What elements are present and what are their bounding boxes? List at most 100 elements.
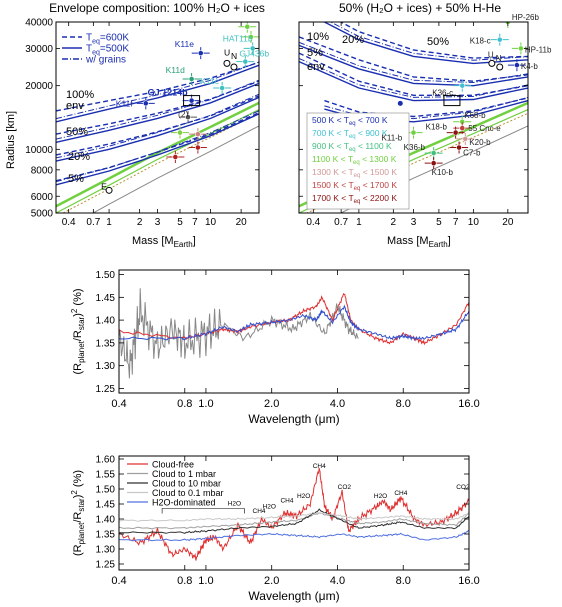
env-curve-dashed-20 bbox=[299, 36, 528, 82]
x-tick-label: 2 bbox=[137, 217, 143, 228]
y-tick-label: 1.35 bbox=[96, 530, 116, 541]
planet-label: K36-b bbox=[404, 143, 426, 152]
spectrum-line-4 bbox=[119, 530, 469, 542]
band-annotation: CO2 bbox=[338, 484, 352, 491]
y-tick-label: 1.55 bbox=[96, 470, 116, 481]
x-tick-label: 0.7 bbox=[86, 217, 100, 228]
x-tick-label: 5 bbox=[436, 217, 442, 228]
env-label: 20% bbox=[68, 151, 90, 163]
planet-marker bbox=[397, 100, 403, 106]
legend-label: H2O-dominated bbox=[152, 498, 216, 508]
planet-label: K18-b bbox=[426, 123, 448, 132]
planet-marker bbox=[430, 160, 437, 167]
y-tick-label: 6000 bbox=[31, 192, 54, 203]
band-annotation: CO2 bbox=[456, 484, 470, 491]
env-label: env bbox=[66, 100, 84, 112]
planet-label: K20-b bbox=[469, 138, 491, 147]
x-tick-label: 10 bbox=[205, 217, 217, 228]
legend-entry-post: < 2200 K bbox=[360, 193, 397, 203]
x-tick-label: 16.0 bbox=[458, 575, 479, 587]
env-curve-dashed-100 bbox=[56, 61, 259, 112]
planet-marker bbox=[197, 50, 204, 57]
x-tick-label: 1 bbox=[106, 217, 112, 228]
planet-label: K4-b bbox=[521, 62, 538, 71]
env-curve-solid-20 bbox=[56, 96, 259, 162]
planet-label: K11f bbox=[116, 98, 133, 108]
planet-marker bbox=[194, 144, 201, 151]
band-annotation: H2O bbox=[228, 501, 241, 508]
planet-label: HP-26b bbox=[512, 13, 540, 22]
legend-entry-sub: eq bbox=[349, 134, 356, 140]
x-tick-label: 16.0 bbox=[458, 398, 479, 410]
env-curve-dashed-5 bbox=[324, 97, 528, 118]
planet-label: (2) bbox=[178, 109, 189, 119]
spectrum-line-3 bbox=[119, 512, 469, 522]
env-curve-dashed-20 bbox=[56, 95, 259, 156]
planet-label: GJ 1214b bbox=[148, 88, 189, 98]
planet-label: K10-b bbox=[432, 168, 454, 177]
x-tick-label: 0.4 bbox=[111, 398, 126, 410]
x-tick-label: 20 bbox=[502, 217, 514, 228]
legend-entry-sub: eq bbox=[353, 160, 360, 166]
solar-planet-marker bbox=[230, 63, 238, 71]
legend-entry-post: < 1100 K bbox=[356, 141, 392, 151]
y-tick-label: 1.50 bbox=[96, 485, 116, 496]
y-axis-label-tail: ) bbox=[72, 313, 84, 317]
band-bracket bbox=[161, 508, 245, 514]
y-tick-label: 1.30 bbox=[96, 545, 116, 556]
legend-entry: 900 K < Teq < 1100 K bbox=[312, 141, 392, 153]
legend-entry: 1500 K < Teq < 1700 K bbox=[312, 180, 397, 192]
planet-label: U bbox=[488, 50, 494, 59]
y-axis-label: (Rplanet/Rstar)2 (%) bbox=[70, 470, 86, 556]
env-curve-dashdot-10 bbox=[299, 57, 528, 98]
planet-label: GJ436b bbox=[239, 49, 269, 59]
y-axis-label-sub1: planet bbox=[77, 522, 86, 545]
env-curve-solid-10 bbox=[299, 60, 528, 102]
legend-entry-post: < 1700 K bbox=[360, 180, 397, 190]
env-label: 5% bbox=[68, 173, 84, 185]
planet-marker bbox=[462, 136, 469, 142]
band-annotation: H2O bbox=[297, 493, 310, 500]
legend-entry-sub: eq bbox=[349, 147, 356, 153]
env-label: 10% bbox=[307, 31, 329, 43]
env-curve-dashdot-100 bbox=[56, 61, 259, 120]
legend-label: Cloud to 10 mbar bbox=[152, 479, 221, 489]
planet-label: N bbox=[496, 54, 502, 63]
x-axis-label: Wavelength (μm) bbox=[248, 412, 339, 426]
y-axis-label-sup: 2 bbox=[70, 308, 79, 313]
y-tick-label: 1.25 bbox=[96, 384, 116, 395]
legend-entry-sub: eq bbox=[354, 173, 361, 179]
planet-marker bbox=[452, 129, 459, 136]
env-curve-solid-5 bbox=[56, 113, 259, 186]
x-tick-label: 5 bbox=[177, 217, 183, 228]
planet-label: C7-b bbox=[463, 149, 481, 158]
y-axis-label-sup: 2 bbox=[70, 490, 79, 495]
planet-label: HAT11b bbox=[223, 33, 253, 43]
env-curve-dashdot-5 bbox=[324, 96, 528, 120]
y-tick-label: 1.60 bbox=[96, 455, 116, 466]
solar-planet-marker bbox=[488, 59, 496, 67]
plot-area bbox=[119, 270, 469, 393]
env-label: 100% bbox=[66, 89, 94, 101]
x-tick-label: 1 bbox=[356, 217, 362, 228]
gj1214b-box bbox=[183, 95, 201, 107]
x-tick-label: 20 bbox=[236, 217, 248, 228]
solar-planet-marker bbox=[223, 59, 231, 67]
panel-envelope-100-water: 0.4 0.7 1 2 3 5 7 10 20 5000 6000 8000 10000 20000 300… bbox=[5, 1, 269, 249]
planet-label: K11e bbox=[175, 39, 194, 49]
x-axis-label: Wavelength (μm) bbox=[248, 589, 339, 603]
plot-content bbox=[119, 288, 469, 379]
x-tick-label: 0.8 bbox=[177, 398, 192, 410]
planet-marker bbox=[459, 125, 466, 132]
y-tick-label: 1.25 bbox=[96, 560, 116, 571]
x-tick-label: 4.0 bbox=[330, 575, 345, 587]
legend-entry-post: < 900 K bbox=[356, 128, 388, 138]
y-tick-label: 1.40 bbox=[96, 515, 116, 526]
chart-title: 50% (H₂O + ices) + 50% H-He bbox=[339, 1, 501, 15]
planet-marker bbox=[430, 150, 437, 156]
legend-label: Cloud to 0.1 mbar bbox=[152, 488, 224, 498]
planet-label: K11d bbox=[166, 65, 185, 75]
env-curve-solid-20 bbox=[299, 44, 528, 87]
